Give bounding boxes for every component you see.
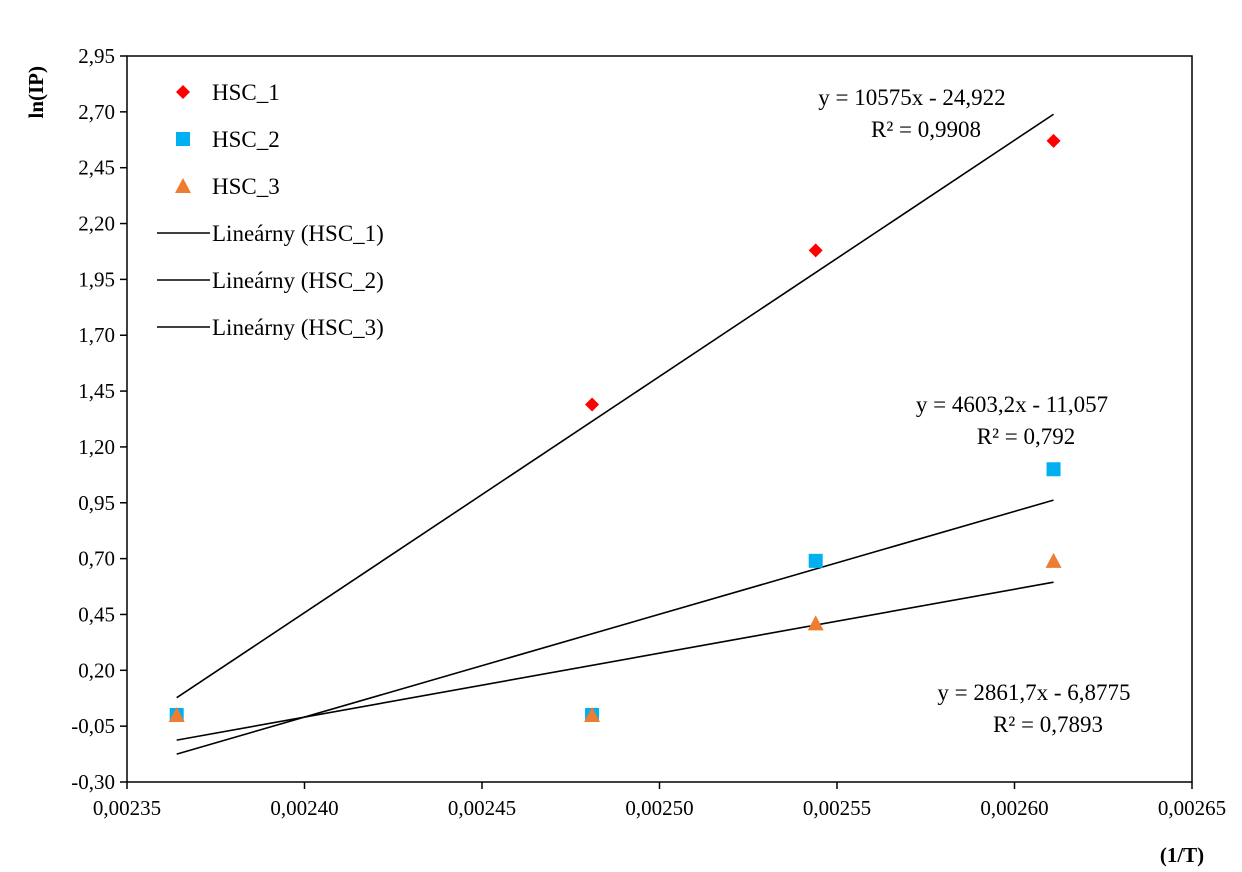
legend-marker-hsc-1 (176, 85, 190, 99)
data-point-hsc-3 (807, 615, 824, 631)
legend-marker-hsc-3 (175, 178, 191, 193)
data-point-hsc-3 (584, 706, 601, 722)
legend-label: HSC_1 (212, 80, 280, 105)
x-tick-label: 0,00250 (625, 796, 693, 820)
data-point-hsc-3 (1045, 552, 1062, 568)
trendline-r2: R² = 0,9908 (871, 117, 981, 142)
trendline-hsc-3 (176, 581, 1054, 741)
data-point-hsc-1 (1046, 133, 1061, 148)
trendline-equations: y = 10575x - 24,922 R² = 0,9908 y = 4603,2… (818, 85, 1130, 737)
y-tick-label: 1,20 (78, 435, 115, 459)
y-axis-title: ln(IP) (24, 66, 48, 119)
trendline-hsc-2 (176, 499, 1054, 755)
x-axis-title: (1/T) (1160, 843, 1204, 867)
y-tick-label: 0,20 (78, 658, 115, 682)
y-axis: -0,30 -0,05 0,20 0,45 0,70 0,95 1,20 1,45 1,70 1,… (71, 44, 127, 794)
legend-label: HSC_3 (212, 174, 280, 199)
y-tick-label: 2,20 (78, 212, 115, 236)
trendline-equation: y = 10575x - 24,922 (818, 85, 1005, 110)
legend-label: HSC_2 (212, 127, 280, 152)
y-tick-label: -0,30 (71, 770, 115, 794)
legend-label: Lineárny (HSC_3) (212, 315, 384, 340)
legend-label: Lineárny (HSC_2) (212, 268, 384, 293)
legend-label: Lineárny (HSC_1) (212, 221, 384, 246)
trendline-hsc-1 (176, 113, 1054, 699)
trendline-equation: y = 4603,2x - 11,057 (916, 392, 1108, 417)
y-tick-label: 0,45 (78, 602, 115, 626)
y-tick-label: 2,70 (78, 100, 115, 124)
data-point-hsc-2 (1046, 462, 1061, 477)
legend: HSC_1 HSC_2 HSC_3 Lineárny (HSC_1) Lineárny … (157, 80, 384, 340)
trendline-equation: y = 2861,7x - 6,8775 (937, 680, 1130, 705)
x-axis: 0,00235 0,00240 0,00245 0,00250 0,00255 0,002… (93, 782, 1226, 820)
x-tick-label: 0,00260 (980, 796, 1048, 820)
y-tick-label: 0,70 (78, 547, 115, 571)
y-tick-label: 1,70 (78, 323, 115, 347)
y-tick-label: -0,05 (71, 714, 115, 738)
trendline-r2: R² = 0,7893 (993, 712, 1103, 737)
data-point-hsc-1 (808, 243, 823, 258)
y-tick-label: 2,95 (78, 44, 115, 68)
x-tick-label: 0,00240 (270, 796, 338, 820)
y-tick-label: 0,95 (78, 491, 115, 515)
data-points (168, 133, 1062, 722)
data-point-hsc-3 (168, 706, 185, 722)
plot-area (126, 55, 1193, 783)
data-point-hsc-1 (585, 397, 600, 412)
y-tick-label: 1,95 (78, 267, 115, 291)
y-tick-label: 1,45 (78, 379, 115, 403)
x-tick-label: 0,00235 (93, 796, 161, 820)
x-tick-label: 0,00265 (1158, 796, 1226, 820)
trendline-r2: R² = 0,792 (977, 424, 1075, 449)
legend-marker-hsc-2 (176, 132, 190, 146)
x-tick-label: 0,00255 (803, 796, 871, 820)
data-point-hsc-2 (808, 553, 823, 568)
y-tick-label: 2,45 (78, 156, 115, 180)
x-tick-label: 0,00245 (448, 796, 516, 820)
trendlines (176, 113, 1054, 755)
